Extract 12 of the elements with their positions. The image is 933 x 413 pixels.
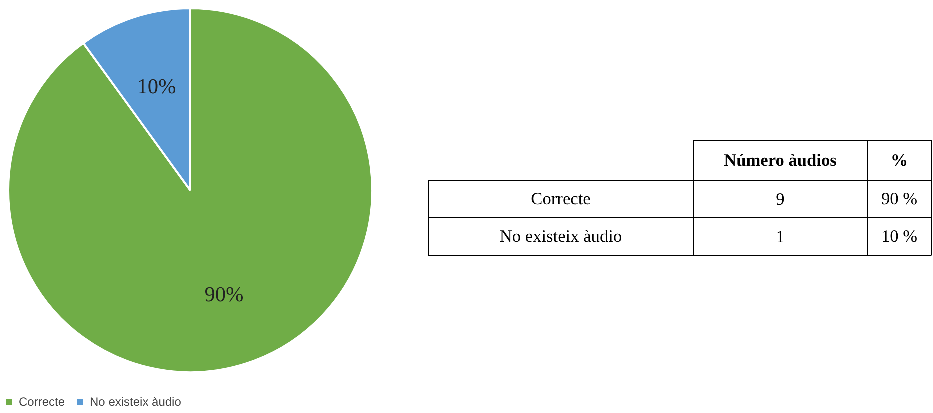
legend-label: Número àudios: [724, 151, 838, 170]
category-label: Correcte: [531, 190, 592, 208]
data-label: 9: [776, 190, 785, 209]
data-label: 90%: [204, 282, 244, 306]
data-label: 1: [776, 228, 785, 246]
category-label: No existeix àudio: [500, 227, 622, 246]
data-label: 10 %: [881, 227, 918, 246]
legend-label: No existeix àudio: [90, 395, 182, 409]
data-label: 10%: [137, 74, 177, 99]
data-label: 90 %: [881, 190, 918, 208]
legend-label: Correcte: [19, 395, 66, 409]
text: %: [890, 151, 908, 170]
